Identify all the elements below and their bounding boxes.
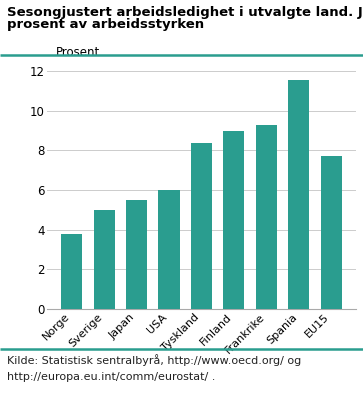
Bar — [321, 156, 342, 309]
Bar — [94, 210, 115, 309]
Bar — [191, 143, 212, 309]
Bar — [159, 190, 180, 309]
Bar — [61, 234, 82, 309]
Text: Sesongjustert arbeidsledighet i utvalgte land. Juni 2002 i: Sesongjustert arbeidsledighet i utvalgte… — [7, 6, 363, 19]
Bar — [288, 80, 309, 309]
Bar — [126, 200, 147, 309]
Text: http://europa.eu.int/comm/eurostat/ .: http://europa.eu.int/comm/eurostat/ . — [7, 372, 216, 382]
Text: prosent av arbeidsstyrken: prosent av arbeidsstyrken — [7, 18, 204, 31]
Bar — [223, 131, 244, 309]
Text: Kilde: Statistisk sentralbyrå, http://www.oecd.org/ og: Kilde: Statistisk sentralbyrå, http://ww… — [7, 354, 302, 366]
Bar — [256, 125, 277, 309]
Text: Prosent: Prosent — [56, 46, 100, 59]
